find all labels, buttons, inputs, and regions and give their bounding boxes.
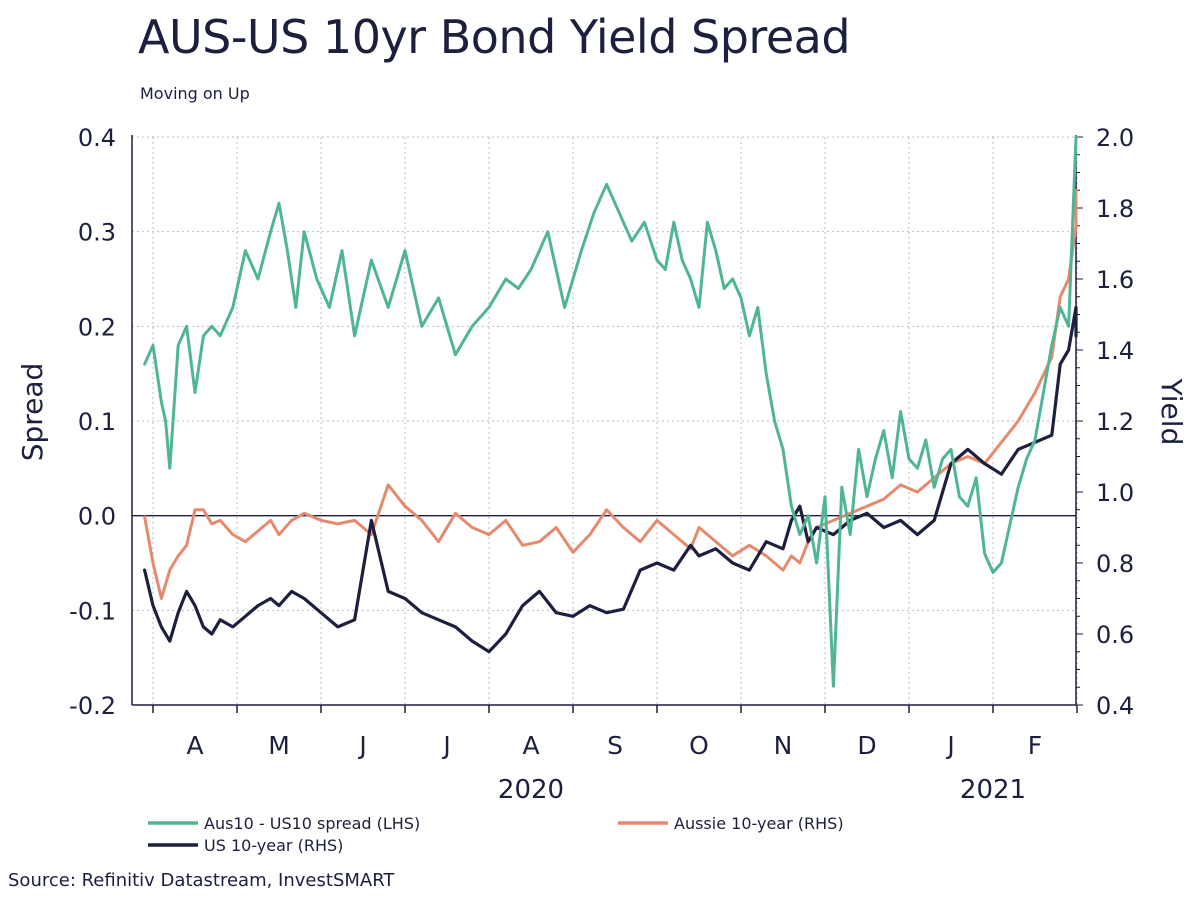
left-tick-label: 0.3	[78, 219, 116, 247]
year-tick-label: 2020	[498, 775, 564, 805]
legend-label-2: US 10-year (RHS)	[204, 836, 343, 855]
month-tick-label: J	[357, 731, 366, 760]
legend-label-1: Aussie 10-year (RHS)	[674, 814, 844, 833]
right-tick-label: 1.0	[1096, 479, 1134, 507]
left-tick-label: -0.2	[69, 692, 116, 720]
series-line-0	[143, 135, 1078, 688]
right-tick-label: 1.6	[1096, 266, 1134, 294]
chart-subtitle: Moving on Up	[140, 84, 250, 103]
right-tick-label: 0.6	[1096, 621, 1134, 649]
left-tick-label: 0.0	[78, 503, 116, 531]
legend-label-0: Aus10 - US10 spread (LHS)	[204, 814, 420, 833]
legend: Aus10 - US10 spread (LHS) Aussie 10-year …	[148, 814, 844, 855]
right-tick-label: 0.8	[1096, 550, 1134, 578]
left-tick-label: -0.1	[69, 597, 116, 625]
left-tick-label: 0.4	[78, 124, 116, 152]
month-tick-label: N	[774, 731, 793, 760]
series-line-2	[143, 305, 1078, 654]
month-tick-label: A	[522, 731, 539, 760]
month-tick-label: O	[689, 731, 709, 760]
month-tick-label: M	[268, 731, 290, 760]
chart-svg: 0.4 0.3 0.2 0.1 0.0 -0.1 -0.2 2.0 1.8 1.6 1.4 1.2 1…	[16, 124, 1188, 855]
source-note: Source: Refinitiv Datastream, InvestSMAR…	[8, 870, 395, 891]
right-tick-label: 1.8	[1096, 195, 1134, 223]
month-tick-label: J	[441, 731, 450, 760]
right-tick-label: 1.4	[1096, 337, 1134, 365]
month-tick-label: S	[607, 731, 623, 760]
right-tick-label: 2.0	[1096, 124, 1134, 152]
year-axis-ticks: 2020 2021	[498, 775, 1026, 805]
left-tick-label: 0.1	[78, 408, 116, 436]
left-axis-title: Spread	[16, 363, 49, 462]
month-tick-label: A	[186, 731, 203, 760]
right-tick-label: 1.2	[1096, 408, 1134, 436]
right-axis-title: Yield	[1155, 378, 1188, 446]
left-tick-label: 0.2	[78, 313, 116, 341]
series-line-1	[143, 188, 1078, 600]
month-tick-label: J	[945, 731, 954, 760]
right-tick-label: 0.4	[1096, 692, 1134, 720]
year-tick-label: 2021	[960, 775, 1026, 805]
right-axis-ticks: 2.0 1.8 1.6 1.4 1.2 1.0 0.8 0.6 0.4	[1096, 124, 1134, 720]
month-tick-label: F	[1028, 731, 1042, 760]
left-axis-ticks: 0.4 0.3 0.2 0.1 0.0 -0.1 -0.2	[69, 124, 116, 720]
month-tick-label: D	[857, 731, 876, 760]
chart-title: AUS-US 10yr Bond Yield Spread	[138, 10, 851, 64]
series-layer	[143, 135, 1078, 688]
